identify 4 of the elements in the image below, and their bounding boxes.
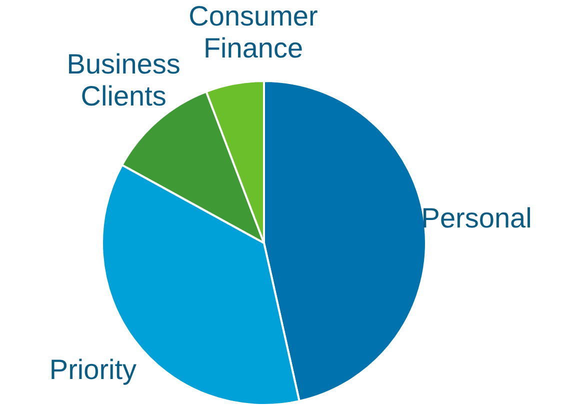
slice-label: Priority [49,354,137,386]
slice-label: Consumer Finance [188,0,318,64]
slice-label: Personal [421,202,532,234]
slice-label: Business Clients [66,48,180,112]
